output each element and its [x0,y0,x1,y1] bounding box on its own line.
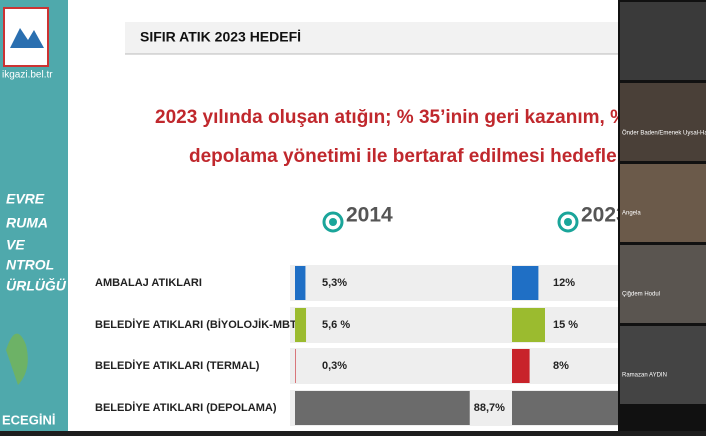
participant-name: Angela [622,211,641,217]
value-label: 8% [553,360,569,372]
year-icon-dot [564,218,572,226]
bar [295,391,470,425]
sidebar-line: VE [6,237,25,253]
slide-content: SIFIR ATIK 2023 HEDEFİ 2023 yılında oluşa… [95,29,654,426]
bar [295,349,296,383]
sidebar-line: ÜRLÜĞÜ [6,277,67,294]
participant-name: Önder Baden/Emenek Uysal-Hal [622,130,706,137]
bar [295,308,307,342]
row-label: BELEDİYE ATIKLARI (DEPOLAMA) [95,401,277,414]
year-icon-dot [329,218,337,226]
year-label: 2023 [581,204,628,227]
value-label: 15 % [553,319,578,331]
value-label: 88,7% [474,402,505,414]
year-icon [557,211,579,233]
website: ikgazi.bel.tr [2,70,53,81]
hand-icon [6,333,28,385]
bar [512,308,545,342]
row-label: BELEDİYE ATIKLARI (TERMAL) [95,359,260,372]
bar [512,266,539,300]
year-icon [322,211,344,233]
headline: 2023 yılında oluşan atığın; % 35’inin ge… [155,107,654,128]
video-tile [620,83,706,161]
bar [512,391,618,425]
sidebar-footer: ECEGİNİ [2,412,55,427]
row-band [290,348,618,384]
year-label: 2014 [346,204,393,227]
value-label: 5,6 % [322,319,350,331]
value-label: 5,3% [322,277,347,289]
participant-name: Ramazan AYDIN [622,373,667,379]
sidebar-line: EVRE [6,191,45,207]
value-label: 0,3% [322,360,347,372]
slide-title: SIFIR ATIK 2023 HEDEFİ [140,29,301,45]
row-band [290,265,618,301]
row-band [290,307,618,343]
video-tile [620,164,706,242]
bar [512,349,530,383]
value-label: 12% [553,277,575,289]
row-label: AMBALAJ ATIKLARI [95,277,202,289]
video-tile [620,326,706,404]
bar [295,266,306,300]
headline: depolama yönetimi ile bertaraf edilmesi … [189,146,645,167]
video-tile [620,245,706,323]
logo-mountain [10,28,44,48]
title-bar [125,22,625,54]
video-tile [620,2,706,80]
row-label: BELEDİYE ATIKLARI (BİYOLOJİK-MBT ) [95,318,304,331]
sidebar-line: NTROL [6,257,54,273]
sidebar-line: RUMA [6,215,48,231]
participant-name: Çiğdem Hodul [622,292,660,298]
